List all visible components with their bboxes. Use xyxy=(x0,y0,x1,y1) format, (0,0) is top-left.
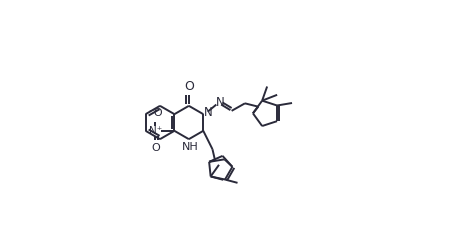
Text: NH: NH xyxy=(182,142,198,151)
Text: N⁺: N⁺ xyxy=(149,126,162,136)
Text: O: O xyxy=(184,80,194,93)
Text: N: N xyxy=(204,106,213,119)
Text: ⁻O: ⁻O xyxy=(148,109,163,118)
Text: O: O xyxy=(151,143,160,153)
Text: N: N xyxy=(216,96,225,109)
